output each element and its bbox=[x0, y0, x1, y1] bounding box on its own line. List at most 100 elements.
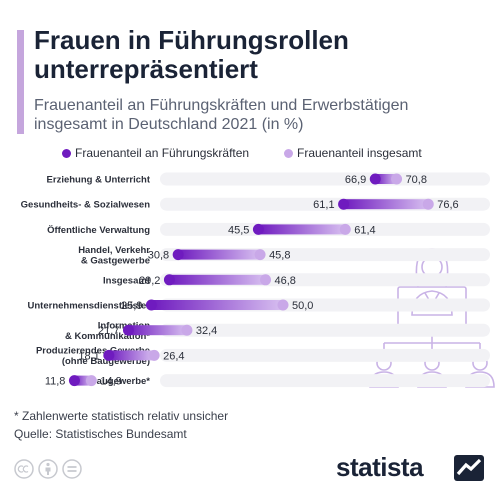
range-bar bbox=[258, 224, 346, 235]
row-track bbox=[160, 348, 490, 362]
range-bar bbox=[178, 249, 261, 260]
total-point bbox=[254, 249, 266, 261]
total-value-label: 76,6 bbox=[437, 199, 458, 211]
lead-point bbox=[103, 349, 115, 361]
category-label-line: Insgesamt bbox=[103, 275, 151, 286]
legend-item-total: Frauenanteil insgesamt bbox=[284, 146, 422, 160]
footnote: * Zahlenwerte statistisch relativ unsich… bbox=[14, 409, 229, 423]
total-point bbox=[391, 173, 403, 185]
category-label-line: Information bbox=[98, 320, 150, 331]
total-point bbox=[260, 274, 272, 286]
chart-rows: Erziehung & Unterricht 66,9 70,8 Gesundheit… bbox=[21, 172, 490, 388]
category-label: Handel, Verkehr & Gastgewerbe bbox=[78, 245, 150, 267]
lead-value-label: 45,5 bbox=[228, 224, 249, 236]
total-point bbox=[181, 324, 193, 336]
lead-point bbox=[369, 173, 381, 185]
lead-value-label: 30,8 bbox=[148, 250, 169, 262]
lead-value-label: 18,1 bbox=[78, 350, 99, 362]
lead-point bbox=[68, 375, 80, 387]
legend-label-total: Frauenanteil insgesamt bbox=[297, 146, 422, 160]
total-point bbox=[148, 349, 160, 361]
lead-value-label: 11,8 bbox=[45, 376, 66, 388]
category-label: Öffentliche Verwaltung bbox=[47, 225, 150, 236]
page-title: Frauen in Führungsrollen unterrepräsenti… bbox=[34, 25, 349, 84]
range-bar bbox=[343, 199, 429, 210]
lead-value-label: 66,9 bbox=[345, 174, 366, 186]
category-label-line: Baugewerbe* bbox=[90, 376, 150, 387]
source-note: Quelle: Statistisches Bundesamt bbox=[14, 427, 187, 441]
statista-logo[interactable]: statista bbox=[336, 450, 486, 484]
total-value-label: 14,9 bbox=[100, 376, 121, 388]
lead-value-label: 25,9 bbox=[121, 300, 142, 312]
category-label-line: Öffentliche Verwaltung bbox=[47, 225, 150, 236]
category-label: Baugewerbe* bbox=[90, 376, 150, 387]
range-bar bbox=[128, 325, 187, 336]
category-label: Erziehung & Unterricht bbox=[47, 175, 151, 186]
chart-row: Information & Kommunikation*21,7 32,4 bbox=[65, 320, 490, 342]
lead-value-label: 61,1 bbox=[313, 199, 334, 211]
lead-point bbox=[122, 324, 134, 336]
row-track bbox=[160, 323, 490, 337]
category-label: Insgesamt bbox=[103, 275, 151, 286]
nd-icon[interactable] bbox=[62, 459, 82, 479]
range-bar bbox=[108, 350, 155, 361]
total-point bbox=[422, 198, 434, 210]
lead-point bbox=[338, 198, 350, 210]
illustration bbox=[369, 248, 495, 388]
category-label-line: & Kommunikation* bbox=[65, 331, 150, 342]
title-accent-bar bbox=[17, 30, 24, 134]
legend-dot-lead bbox=[62, 149, 71, 158]
total-value-label: 46,8 bbox=[275, 275, 296, 287]
category-label: Unternehmensdienstleister bbox=[28, 301, 151, 312]
category-label: Produzierendes Gewerbe (ohne Baugewerbe) bbox=[36, 346, 150, 368]
legend-item-lead: Frauenanteil an Führungskräften bbox=[62, 146, 249, 160]
license-icons bbox=[14, 459, 82, 479]
total-value-label: 50,0 bbox=[292, 300, 313, 312]
dumbbell-chart: Erziehung & Unterricht 66,9 70,8 Gesundheit… bbox=[21, 172, 495, 388]
lead-point bbox=[252, 223, 264, 235]
category-label-line: Erziehung & Unterricht bbox=[47, 175, 151, 186]
legend-dot-total bbox=[284, 149, 293, 158]
range-bar bbox=[375, 174, 397, 184]
category-label-line: Gesundheits- & Sozialwesen bbox=[21, 200, 151, 211]
cc-icon[interactable] bbox=[14, 459, 34, 479]
chart-row: Öffentliche Verwaltung 45,5 61,4 bbox=[47, 222, 490, 236]
range-bar bbox=[151, 300, 283, 310]
total-point bbox=[339, 223, 351, 235]
total-value-label: 32,4 bbox=[196, 325, 217, 337]
chart-row: Produzierendes Gewerbe (ohne Baugewerbe)1… bbox=[36, 346, 490, 368]
range-bar bbox=[74, 375, 92, 386]
lead-value-label: 21,7 bbox=[98, 325, 119, 337]
total-point bbox=[277, 299, 289, 311]
lead-point bbox=[163, 274, 175, 286]
chart-row: Erziehung & Unterricht 66,9 70,8 bbox=[47, 172, 490, 186]
category-label-line: Unternehmensdienstleister bbox=[28, 301, 151, 312]
total-value-label: 70,8 bbox=[406, 174, 427, 186]
range-bar bbox=[169, 274, 266, 285]
brand-wordmark: statista bbox=[336, 452, 424, 482]
category-label: Gesundheits- & Sozialwesen bbox=[21, 200, 151, 211]
category-label-line: & Gastgewerbe bbox=[81, 255, 150, 266]
total-point bbox=[85, 375, 97, 387]
lead-value-label: 29,2 bbox=[139, 275, 160, 287]
page-subtitle: Frauenanteil an Führungskräften und Erwe… bbox=[34, 97, 409, 133]
statista-logo-icon bbox=[454, 455, 484, 481]
row-track bbox=[160, 374, 490, 388]
total-value-label: 26,4 bbox=[163, 350, 184, 362]
category-label-line: Produzierendes Gewerbe bbox=[36, 346, 150, 357]
legend-label-lead: Frauenanteil an Führungskräften bbox=[75, 146, 250, 160]
total-value-label: 45,8 bbox=[269, 250, 290, 262]
by-icon[interactable] bbox=[38, 459, 58, 479]
row-track bbox=[160, 172, 490, 186]
category-label-line: Handel, Verkehr bbox=[78, 245, 150, 256]
lead-point bbox=[145, 299, 157, 311]
legend: Frauenanteil an Führungskräften Frauenan… bbox=[0, 146, 498, 162]
total-value-label: 61,4 bbox=[354, 224, 375, 236]
chart-row: Gesundheits- & Sozialwesen 61,1 76,6 bbox=[21, 197, 490, 211]
category-label-line: (ohne Baugewerbe) bbox=[62, 356, 150, 367]
chart-row: Baugewerbe* 11,8 14,9 bbox=[45, 374, 490, 388]
category-label: Information & Kommunikation* bbox=[65, 320, 150, 342]
